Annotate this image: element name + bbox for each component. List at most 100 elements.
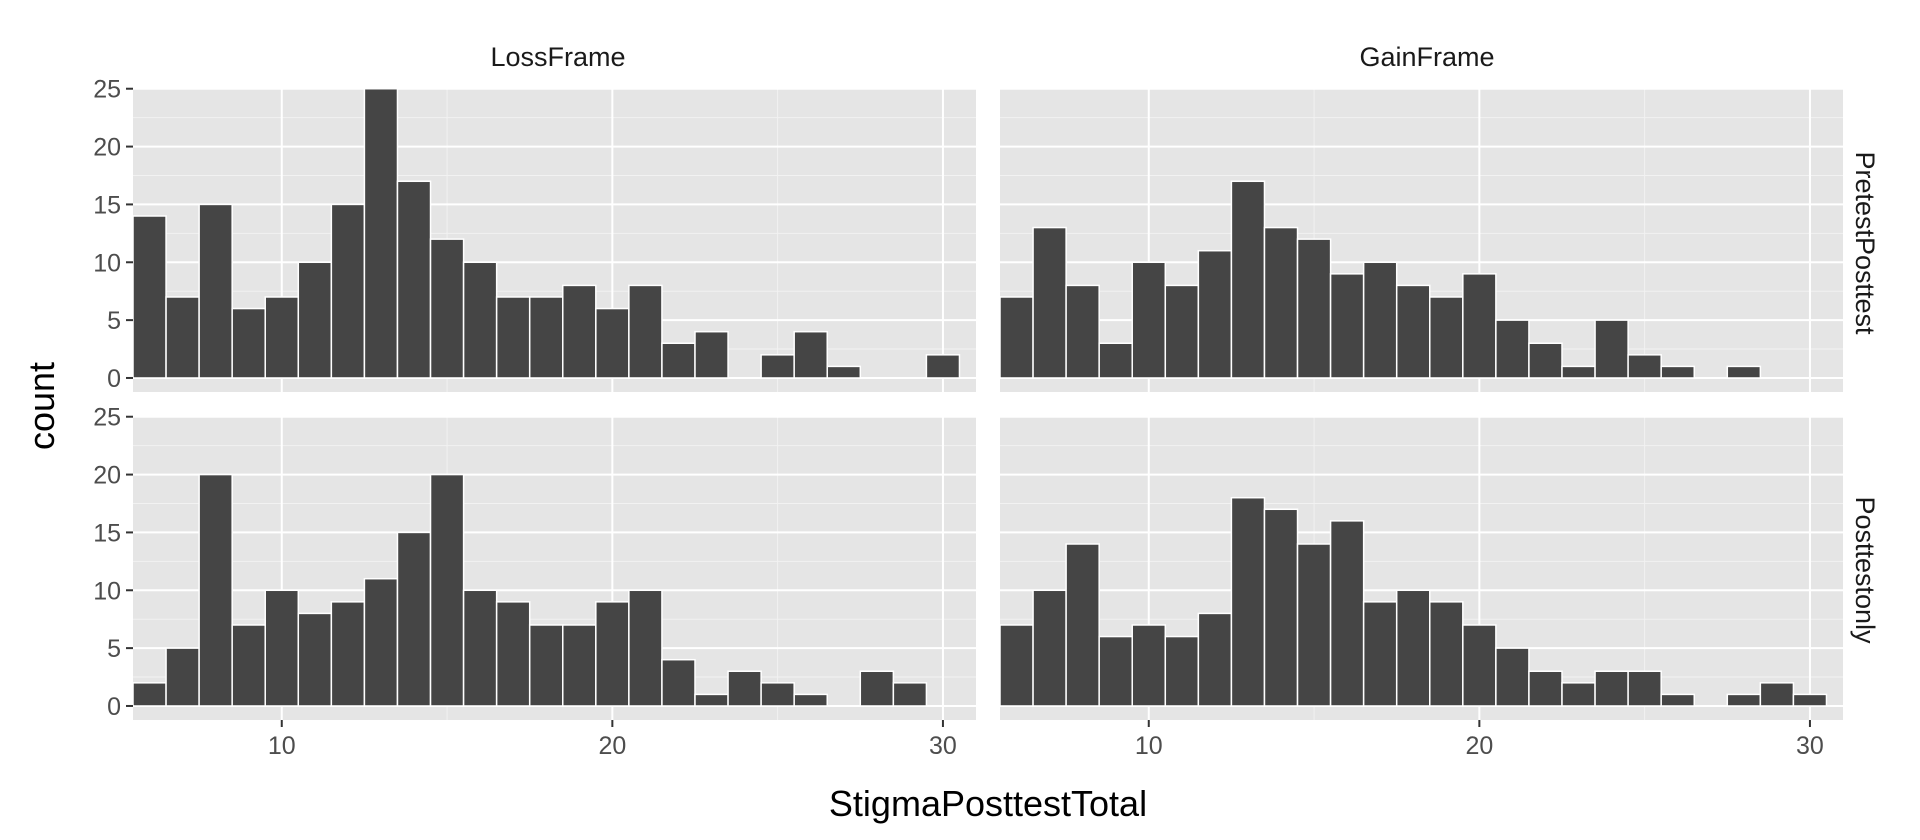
- histogram-bar: [661, 658, 696, 707]
- y-tick-label: 15: [93, 519, 121, 547]
- histogram-bar: [1395, 284, 1431, 379]
- histogram-bar: [528, 624, 564, 707]
- y-tick-label: 10: [93, 249, 121, 277]
- panel-Posttestonly-LossFrame: 0 5 10 15 20 25 10 20 30: [93, 404, 976, 760]
- histogram-bar: [1462, 273, 1497, 379]
- histogram-bar: [1362, 261, 1398, 379]
- histogram-bar: [1462, 624, 1497, 707]
- panel-Posttestonly-GainFrame: 10 20 30: [999, 415, 1843, 760]
- panel-PretestPosttest-GainFrame: [999, 87, 1843, 392]
- histogram-bar: [1429, 601, 1464, 707]
- histogram-bar: [1263, 508, 1299, 707]
- y-tick-label: 15: [93, 191, 121, 219]
- x-tick-label: 10: [1135, 732, 1163, 760]
- histogram-bar: [264, 296, 300, 379]
- histogram-bar: [1230, 496, 1266, 707]
- y-tick-label: 25: [93, 404, 121, 432]
- histogram-bar: [1627, 670, 1662, 707]
- histogram-bar: [595, 307, 630, 379]
- x-tick-label: 20: [1465, 732, 1493, 760]
- histogram-bar: [595, 601, 630, 707]
- x-tick-label: 10: [268, 732, 296, 760]
- histogram-bar: [528, 296, 564, 379]
- histogram-bar: [297, 261, 333, 379]
- x-tick-label: 30: [1796, 732, 1824, 760]
- y-tick-label: 0: [107, 693, 121, 721]
- histogram-bar: [330, 203, 366, 379]
- histogram-bar: [999, 624, 1034, 707]
- histogram-bar: [231, 307, 266, 379]
- strip-label-row-1: PretestPosttest: [1850, 151, 1880, 335]
- histogram-bar: [1296, 238, 1332, 379]
- histogram-bar: [1197, 612, 1233, 707]
- histogram-bar: [1594, 670, 1629, 707]
- histogram-bar: [1098, 342, 1133, 379]
- histogram-bar: [628, 589, 663, 707]
- strip-label-row-2: Posttestonly: [1850, 496, 1880, 644]
- histogram-bar: [198, 473, 233, 707]
- histogram-bar: [826, 365, 862, 379]
- histogram-bar: [1495, 647, 1530, 707]
- histogram-bar: [1660, 693, 1695, 707]
- histogram-bar: [628, 284, 663, 379]
- histogram-bar: [1131, 624, 1167, 707]
- histogram-bar: [165, 296, 200, 379]
- histogram-bar: [1528, 342, 1563, 379]
- histogram-bar: [1131, 261, 1167, 379]
- histogram-bar: [727, 670, 762, 707]
- histogram-bar: [1329, 520, 1365, 707]
- histogram-bar: [562, 624, 597, 707]
- histogram-bar: [429, 238, 465, 379]
- histogram-bar: [999, 296, 1034, 379]
- histogram-bar: [462, 261, 498, 379]
- y-axis-title: count: [21, 362, 62, 450]
- histogram-bar: [1296, 543, 1332, 707]
- histogram-bar: [462, 589, 498, 707]
- histogram-bar: [1594, 319, 1629, 379]
- histogram-bar: [1759, 682, 1795, 707]
- histogram-bar: [1098, 635, 1133, 707]
- histogram-bar: [396, 531, 432, 707]
- histogram-bar: [661, 342, 696, 379]
- histogram-bar: [132, 215, 167, 379]
- histogram-bar: [892, 682, 928, 707]
- y-tick-label: 0: [107, 365, 121, 393]
- histogram-bar: [165, 647, 200, 707]
- histogram-bar: [1726, 693, 1762, 707]
- histogram-bar: [1032, 226, 1067, 379]
- histogram-bar: [1495, 319, 1530, 379]
- y-tick-label: 25: [93, 76, 121, 104]
- strip-label-col-1: LossFrame: [490, 42, 625, 72]
- y-tick-label: 10: [93, 577, 121, 605]
- histogram-bar: [495, 601, 531, 707]
- y-tick-label: 5: [107, 307, 121, 335]
- y-tick-label: 20: [93, 462, 121, 490]
- histogram-bar: [925, 354, 961, 379]
- histogram-bar: [396, 180, 432, 379]
- histogram-bar: [562, 284, 597, 379]
- histogram-bar: [1627, 354, 1662, 379]
- histogram-bar: [793, 330, 828, 379]
- histogram-bar: [1792, 693, 1828, 707]
- histogram-bar: [1263, 226, 1299, 379]
- histogram-bar: [495, 296, 531, 379]
- histogram-bar: [363, 87, 399, 379]
- histogram-bar: [694, 330, 729, 379]
- y-tick-label: 20: [93, 134, 121, 162]
- histogram-bar: [1197, 249, 1233, 379]
- histogram-bar: [1561, 365, 1596, 379]
- y-tick-label: 5: [107, 635, 121, 663]
- histogram-bar: [297, 612, 333, 707]
- histogram-bar: [1395, 589, 1431, 707]
- histogram-bar: [198, 203, 233, 379]
- histogram-bar: [1032, 589, 1067, 707]
- histogram-bar: [1726, 365, 1762, 379]
- histogram-bar: [1230, 180, 1266, 379]
- histogram-bar: [1164, 635, 1200, 707]
- histogram-bar: [1528, 670, 1563, 707]
- histogram-bar: [264, 589, 300, 707]
- panel-PretestPosttest-LossFrame: 0 5 10 15 20 25: [93, 76, 976, 393]
- facet-panels: 0 5 10 15 20 25 0 5 10 15 20 25 10 20 30 10 20 30: [93, 76, 1843, 760]
- histogram-bar: [760, 682, 795, 707]
